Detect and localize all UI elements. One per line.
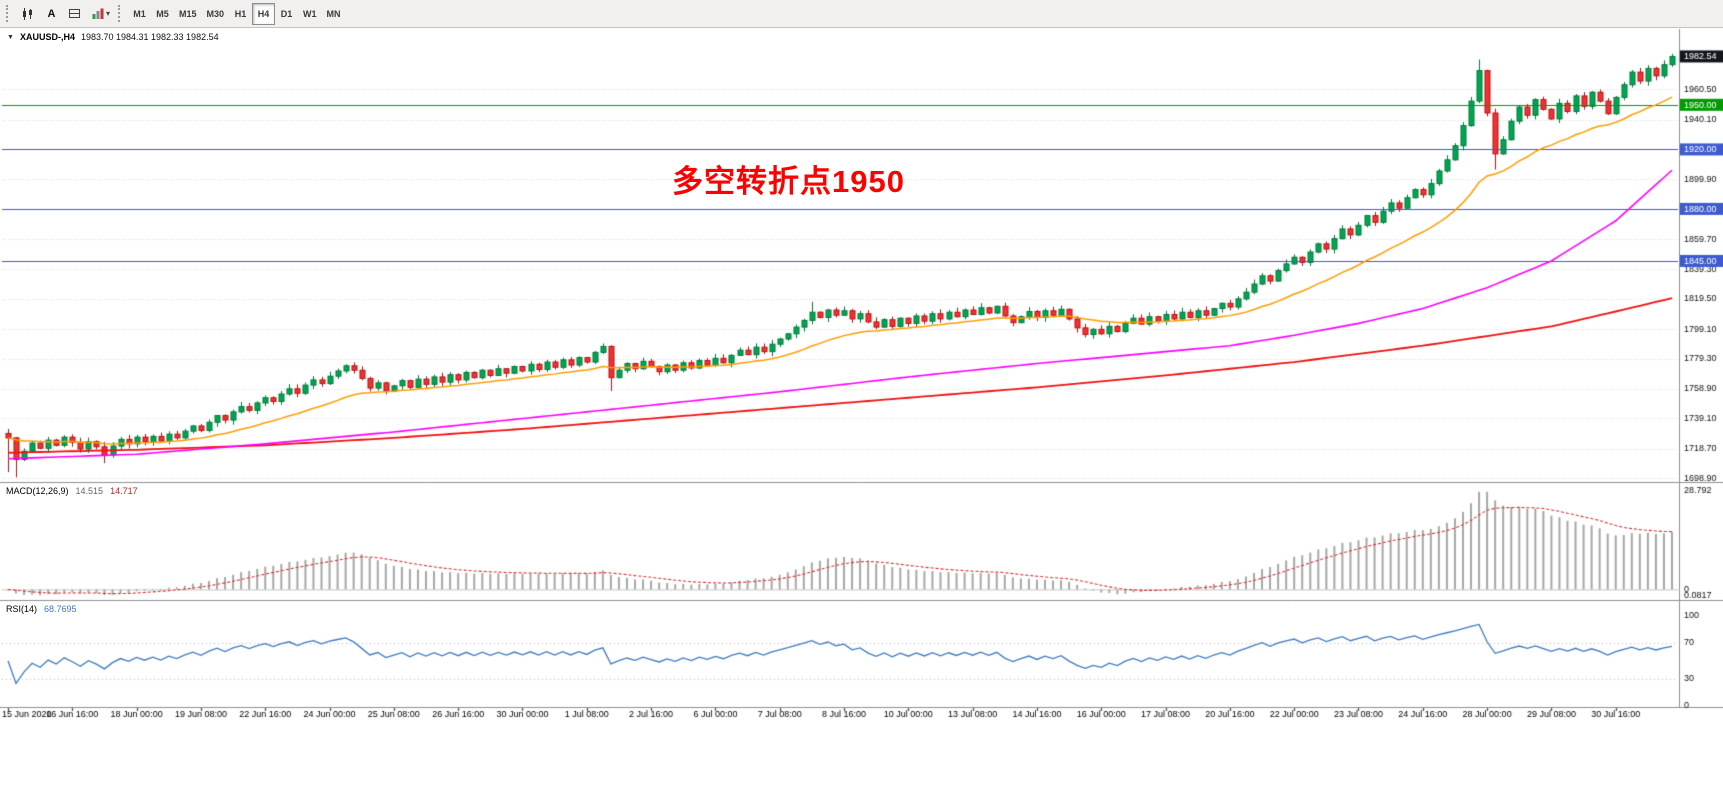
- tf-button-m15[interactable]: M15: [174, 3, 202, 25]
- tf-button-m1[interactable]: M1: [128, 3, 151, 25]
- macd-value-signal: 14.717: [110, 486, 138, 496]
- chart-header: ▼ XAUUSD-,H4 1983.70 1984.31 1982.33 198…: [7, 32, 219, 42]
- rsi-label: RSI(14) 68.7695: [6, 604, 77, 614]
- toolbar: A ▾ M1 M5 M15 M30 H1 H4 D1 W1 MN: [0, 0, 1723, 28]
- tf-button-mn[interactable]: MN: [322, 3, 346, 25]
- object-tool-button[interactable]: [63, 3, 86, 25]
- indicator-icon: [92, 8, 104, 19]
- tf-button-h4[interactable]: H4: [252, 2, 276, 25]
- tf-button-d1[interactable]: D1: [275, 3, 298, 25]
- indicator-dropdown-button[interactable]: ▾: [86, 3, 115, 25]
- chart-type-button[interactable]: [16, 3, 40, 25]
- macd-name: MACD(12,26,9): [6, 486, 69, 496]
- tf-button-w1[interactable]: W1: [298, 3, 322, 25]
- tf-button-m30[interactable]: M30: [202, 3, 230, 25]
- macd-value-main: 14.515: [75, 486, 104, 496]
- text-tool-button[interactable]: A: [40, 3, 63, 25]
- chart-symbol-title: XAUUSD-,H4: [19, 32, 75, 42]
- tf-button-h1[interactable]: H1: [229, 3, 252, 25]
- chart-annotation-text[interactable]: 多空转折点1950: [672, 164, 905, 199]
- tf-button-m5[interactable]: M5: [151, 3, 174, 25]
- toolbar-drag-handle[interactable]: [6, 5, 10, 22]
- chart-ohlc-values: 1983.70 1984.31 1982.33 1982.54: [80, 32, 219, 42]
- frame-icon: [69, 9, 80, 18]
- toolbar-group-handle[interactable]: [118, 5, 122, 22]
- collapse-triangle-icon[interactable]: ▼: [7, 33, 14, 41]
- rsi-name: RSI(14): [6, 604, 38, 614]
- candlestick-icon: [23, 7, 32, 20]
- text-tool-icon: A: [47, 7, 56, 20]
- macd-label: MACD(12,26,9) 14.515 14.717: [6, 486, 138, 496]
- chevron-down-icon: ▾: [106, 9, 111, 18]
- rsi-value: 68.7695: [44, 604, 77, 614]
